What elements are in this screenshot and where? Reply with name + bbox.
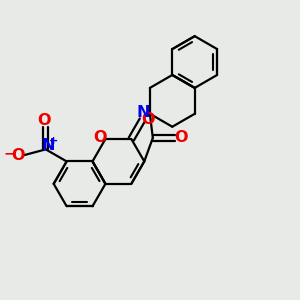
Text: O: O xyxy=(38,113,51,128)
Text: O: O xyxy=(141,112,154,128)
Text: +: + xyxy=(50,136,58,146)
Text: −: − xyxy=(3,147,15,160)
Text: O: O xyxy=(93,130,107,145)
Text: N: N xyxy=(137,105,150,120)
Text: O: O xyxy=(174,130,188,146)
Text: O: O xyxy=(11,148,25,163)
Text: N: N xyxy=(41,138,55,153)
